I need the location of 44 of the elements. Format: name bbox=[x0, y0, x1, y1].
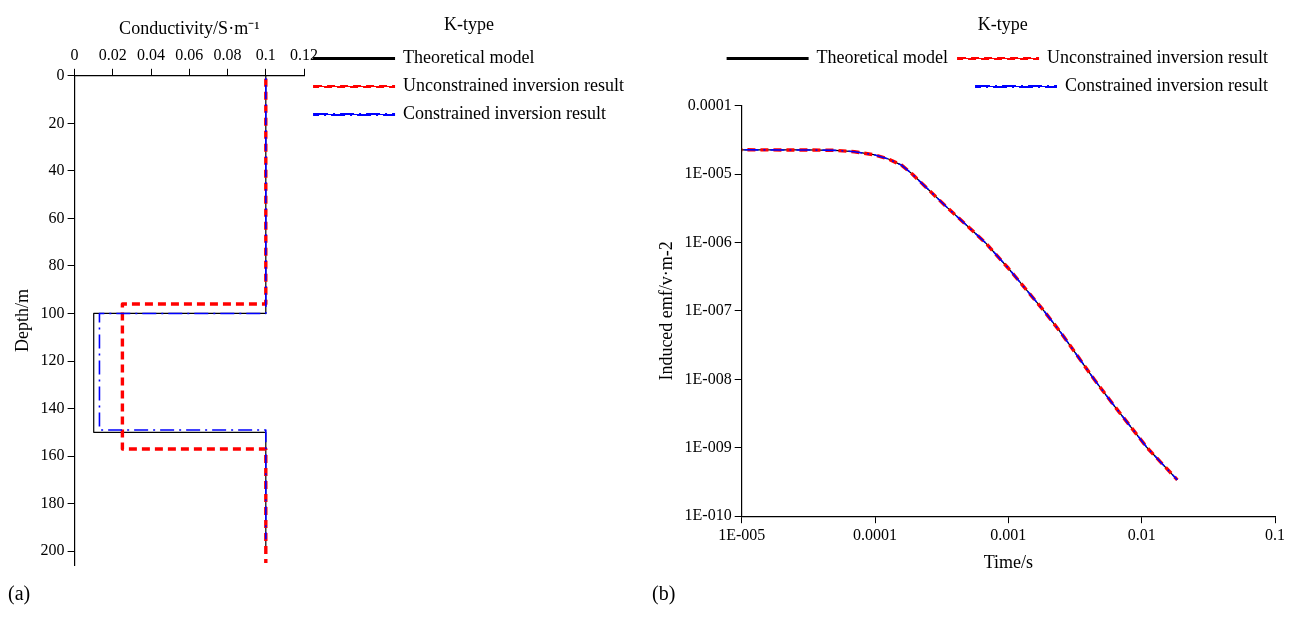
text: (b) bbox=[652, 582, 677, 605]
legend-label: Unconstrained inversion result bbox=[403, 75, 624, 96]
x-tick-label: 0.0001 bbox=[853, 526, 898, 543]
y-tick-label: 1E-010 bbox=[684, 506, 732, 524]
y-tick-label: 1E-009 bbox=[684, 437, 732, 455]
legend-label: Constrained inversion result bbox=[1065, 75, 1268, 96]
x-tick-label: 0.06 bbox=[175, 46, 204, 64]
legend-title: K-type bbox=[977, 13, 1028, 34]
y-tick-label: 100 bbox=[40, 303, 65, 321]
x-tick-label: 0.1 bbox=[255, 46, 276, 64]
y-tick-label: 20 bbox=[48, 113, 65, 131]
y-tick-label: 160 bbox=[40, 446, 65, 464]
y-tick-label: 1E-006 bbox=[684, 232, 732, 250]
text: (a) bbox=[8, 582, 32, 605]
x-tick-label: 1E-005 bbox=[718, 526, 766, 543]
legend-label: Constrained inversion result bbox=[403, 103, 607, 124]
x-tick-label: 0.04 bbox=[137, 46, 166, 64]
y-axis-title: Depth/m bbox=[11, 289, 32, 353]
legend-label: Theoretical model bbox=[403, 47, 535, 68]
x-tick-label: 0.01 bbox=[1127, 526, 1156, 543]
x-tick-label: 0.08 bbox=[213, 46, 242, 64]
legend-title: K-type bbox=[444, 13, 495, 34]
x-tick-label: 0.02 bbox=[98, 46, 127, 64]
y-tick-label: 80 bbox=[48, 256, 65, 274]
legend-label: Unconstrained inversion result bbox=[1047, 47, 1268, 68]
legend-label: Theoretical model bbox=[816, 47, 949, 68]
x-tick-label: 0.12 bbox=[290, 46, 319, 64]
y-tick-label: 1E-007 bbox=[684, 301, 732, 319]
y-tick-label: 1E-008 bbox=[684, 369, 732, 387]
y-tick-label: 0.0001 bbox=[687, 95, 732, 113]
y-axis-title: Induced emf/v·m-2 bbox=[655, 241, 676, 381]
y-tick-label: 1E-005 bbox=[684, 164, 732, 182]
y-tick-label: 0 bbox=[56, 66, 65, 83]
y-tick-label: 140 bbox=[40, 398, 65, 416]
x-tick-label: 0.1 bbox=[1265, 526, 1285, 543]
y-tick-label: 60 bbox=[48, 208, 65, 226]
y-tick-label: 120 bbox=[40, 351, 65, 369]
y-tick-label: 180 bbox=[40, 493, 65, 511]
x-axis-title: Conductivity/S·m⁻¹ bbox=[119, 17, 260, 38]
y-tick-label: 200 bbox=[40, 541, 65, 559]
x-axis-title: Time/s bbox=[983, 551, 1034, 572]
x-tick-label: 0.001 bbox=[990, 526, 1027, 543]
x-tick-label: 0 bbox=[70, 46, 79, 64]
y-tick-label: 40 bbox=[48, 161, 65, 179]
